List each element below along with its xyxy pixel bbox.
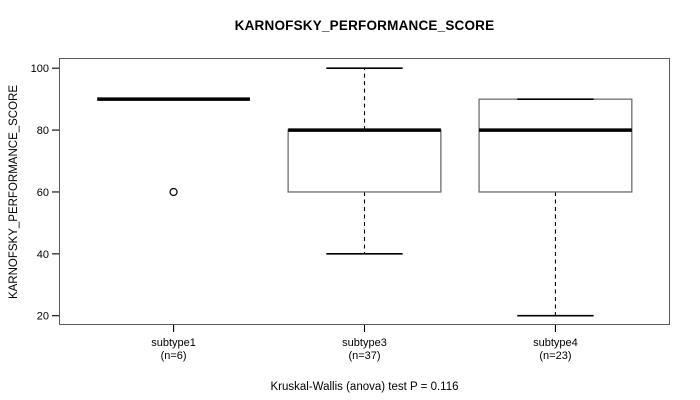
x-category-label: subtype1 [151,337,196,349]
chart-title: KARNOFSKY_PERFORMANCE_SCORE [234,18,495,33]
stat-test-caption: Kruskal-Wallis (anova) test P = 0.116 [270,381,459,393]
iqr-box-subtype4 [478,98,633,193]
y-tick-label: 100 [31,63,49,75]
iqr-box-subtype3 [287,129,442,193]
plot-frame [59,58,670,325]
x-category-label: subtype3 [342,337,387,349]
x-category-label: (n=23) [539,350,571,362]
y-tick-label: 80 [37,125,49,137]
x-category-label: (n=6) [161,350,187,362]
y-tick-label: 40 [37,249,49,261]
y-tick-label: 20 [37,311,49,323]
outlier-point [169,187,178,197]
x-category-label: (n=37) [348,350,380,362]
y-tick-label: 60 [37,187,49,199]
plot-area: 20 40 60 80 100 subtype1(n=6) subtype3(n=37) su… [31,58,670,362]
y-axis-title: KARNOFSKY_PERFORMANCE_SCORE [8,84,20,300]
x-category-label: subtype4 [533,337,578,349]
